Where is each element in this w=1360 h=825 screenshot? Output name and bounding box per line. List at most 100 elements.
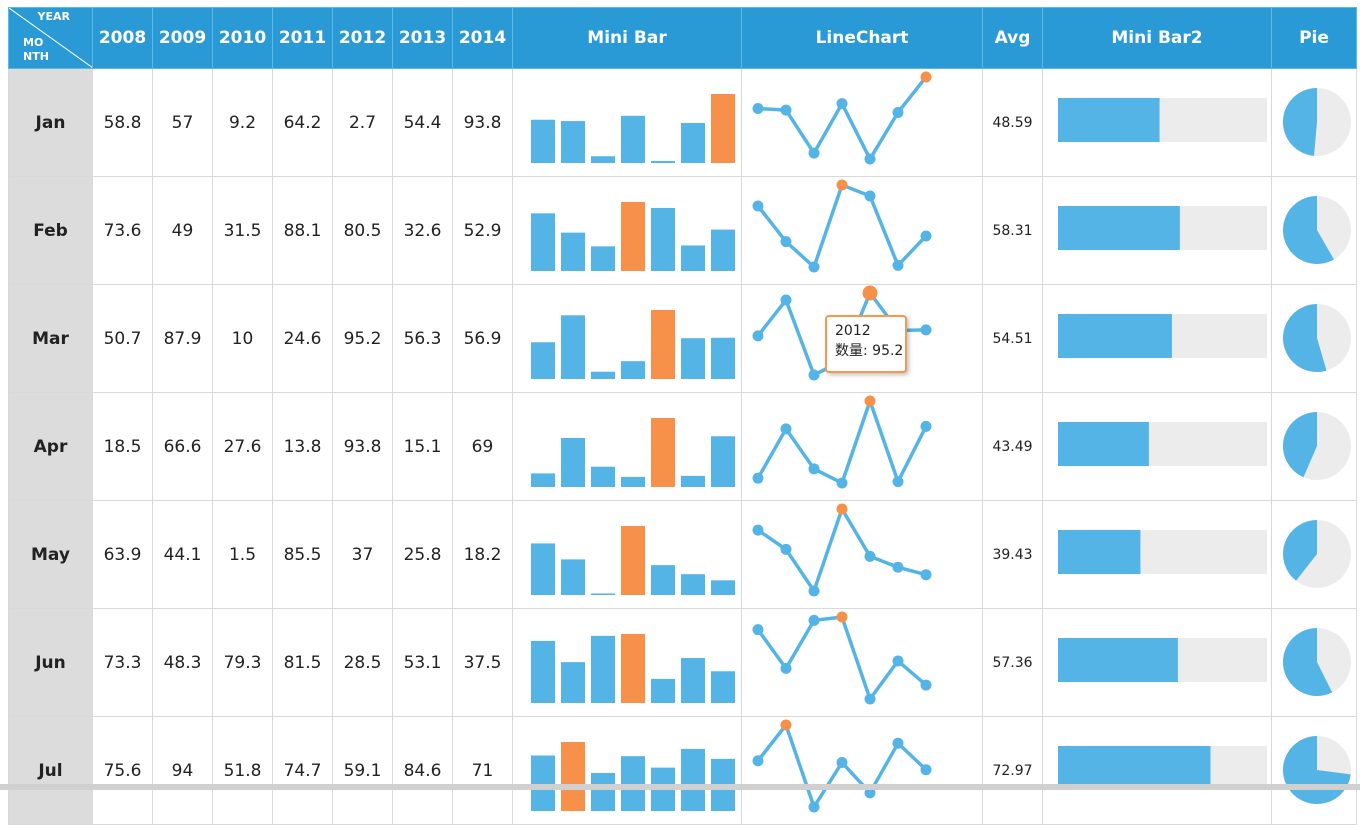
mini-bar[interactable] — [621, 202, 645, 271]
line-point[interactable] — [920, 420, 932, 432]
year-header[interactable]: 2014 — [452, 7, 513, 69]
line-point[interactable] — [808, 261, 820, 273]
line-point[interactable] — [752, 200, 764, 212]
line-point[interactable] — [808, 614, 820, 626]
line-point[interactable] — [920, 764, 932, 776]
mini-bar[interactable] — [591, 156, 615, 163]
line-point[interactable] — [836, 98, 848, 110]
line-point[interactable] — [920, 230, 932, 242]
mini-bar[interactable] — [651, 565, 675, 595]
mini-bar[interactable] — [561, 121, 585, 163]
line-point[interactable] — [780, 423, 792, 435]
year-header[interactable]: 2010 — [212, 7, 273, 69]
line-point[interactable] — [892, 655, 904, 667]
line-point[interactable] — [780, 543, 792, 555]
mini-bar2-header[interactable]: Mini Bar2 — [1042, 7, 1272, 69]
line-point[interactable] — [808, 147, 820, 159]
mini-bar[interactable] — [711, 580, 735, 595]
line-point[interactable] — [752, 330, 764, 342]
mini-bar[interactable] — [651, 678, 675, 703]
mini-bar[interactable] — [651, 161, 675, 163]
line-point[interactable] — [920, 569, 932, 581]
mini-bar[interactable] — [621, 526, 645, 595]
mini-bar[interactable] — [711, 94, 735, 163]
line-point[interactable] — [780, 719, 792, 731]
mini-bar[interactable] — [711, 436, 735, 487]
year-header[interactable]: 2011 — [272, 7, 333, 69]
line-point[interactable] — [752, 624, 764, 636]
mini-bar[interactable] — [591, 466, 615, 487]
mini-bar[interactable] — [531, 543, 555, 595]
line-point[interactable] — [808, 369, 820, 381]
line-point[interactable] — [780, 294, 792, 306]
pie-header[interactable]: Pie — [1271, 7, 1357, 69]
mini-bar[interactable] — [681, 475, 705, 487]
line-point[interactable] — [864, 693, 876, 705]
mini-bar[interactable] — [561, 438, 585, 487]
line-point[interactable] — [864, 395, 876, 407]
mini-bar[interactable] — [591, 635, 615, 703]
line-point[interactable] — [892, 476, 904, 488]
pie-slice[interactable] — [1282, 87, 1317, 156]
line-point[interactable] — [920, 324, 932, 336]
mini-bar[interactable] — [681, 658, 705, 703]
avg-header[interactable]: Avg — [982, 7, 1043, 69]
mini-bar[interactable] — [651, 418, 675, 487]
line-point[interactable] — [836, 179, 848, 191]
mini-bar[interactable] — [711, 229, 735, 271]
mini-bar[interactable] — [621, 115, 645, 163]
line-point[interactable] — [836, 477, 848, 489]
pie-slice[interactable] — [1283, 520, 1317, 581]
line-point[interactable] — [920, 71, 932, 83]
year-header[interactable]: 2009 — [152, 7, 213, 69]
mini-bar[interactable] — [621, 361, 645, 379]
line-point[interactable] — [780, 662, 792, 674]
line-point[interactable] — [808, 463, 820, 475]
year-header[interactable]: 2008 — [92, 7, 153, 69]
line-chart-header[interactable]: LineChart — [741, 7, 983, 69]
mini-bar[interactable] — [561, 742, 585, 811]
mini-bar[interactable] — [561, 315, 585, 379]
line-point[interactable] — [808, 801, 820, 813]
mini-bar[interactable] — [651, 207, 675, 271]
mini-bar[interactable] — [681, 245, 705, 271]
line-point[interactable] — [752, 524, 764, 536]
mini-bar[interactable] — [591, 246, 615, 271]
line-point[interactable] — [892, 737, 904, 749]
mini-bar-header[interactable]: Mini Bar — [512, 7, 742, 69]
mini-bar[interactable] — [621, 634, 645, 703]
mini-bar[interactable] — [561, 559, 585, 595]
year-header[interactable]: 2013 — [392, 7, 453, 69]
mini-bar[interactable] — [711, 671, 735, 703]
line-point[interactable] — [864, 153, 876, 165]
mini-bar[interactable] — [681, 338, 705, 379]
mini-bar[interactable] — [591, 593, 615, 596]
line-point[interactable] — [836, 757, 848, 769]
mini-bar[interactable] — [681, 122, 705, 163]
horizontal-scrollbar[interactable] — [0, 784, 1360, 790]
pie-slice[interactable] — [1282, 412, 1317, 478]
line-point[interactable] — [752, 755, 764, 767]
mini-bar[interactable] — [531, 342, 555, 379]
line-point[interactable] — [864, 550, 876, 562]
pie-slice[interactable] — [1283, 628, 1333, 696]
mini-bar[interactable] — [591, 371, 615, 379]
mini-bar[interactable] — [651, 310, 675, 379]
line-point[interactable] — [780, 104, 792, 116]
mini-bar[interactable] — [531, 119, 555, 163]
line-point[interactable] — [808, 585, 820, 597]
line-point[interactable] — [752, 103, 764, 115]
mini-bar[interactable] — [681, 574, 705, 595]
mini-bar[interactable] — [561, 662, 585, 703]
pie-slice[interactable] — [1282, 304, 1327, 372]
line-point[interactable] — [862, 285, 878, 301]
line-point[interactable] — [752, 472, 764, 484]
line-point[interactable] — [780, 236, 792, 248]
year-header[interactable]: 2012 — [332, 7, 393, 69]
mini-bar[interactable] — [591, 772, 615, 811]
mini-bar[interactable] — [711, 337, 735, 379]
mini-bar[interactable] — [531, 473, 555, 487]
line-point[interactable] — [836, 611, 848, 623]
line-point[interactable] — [864, 190, 876, 202]
mini-bar[interactable] — [561, 232, 585, 271]
